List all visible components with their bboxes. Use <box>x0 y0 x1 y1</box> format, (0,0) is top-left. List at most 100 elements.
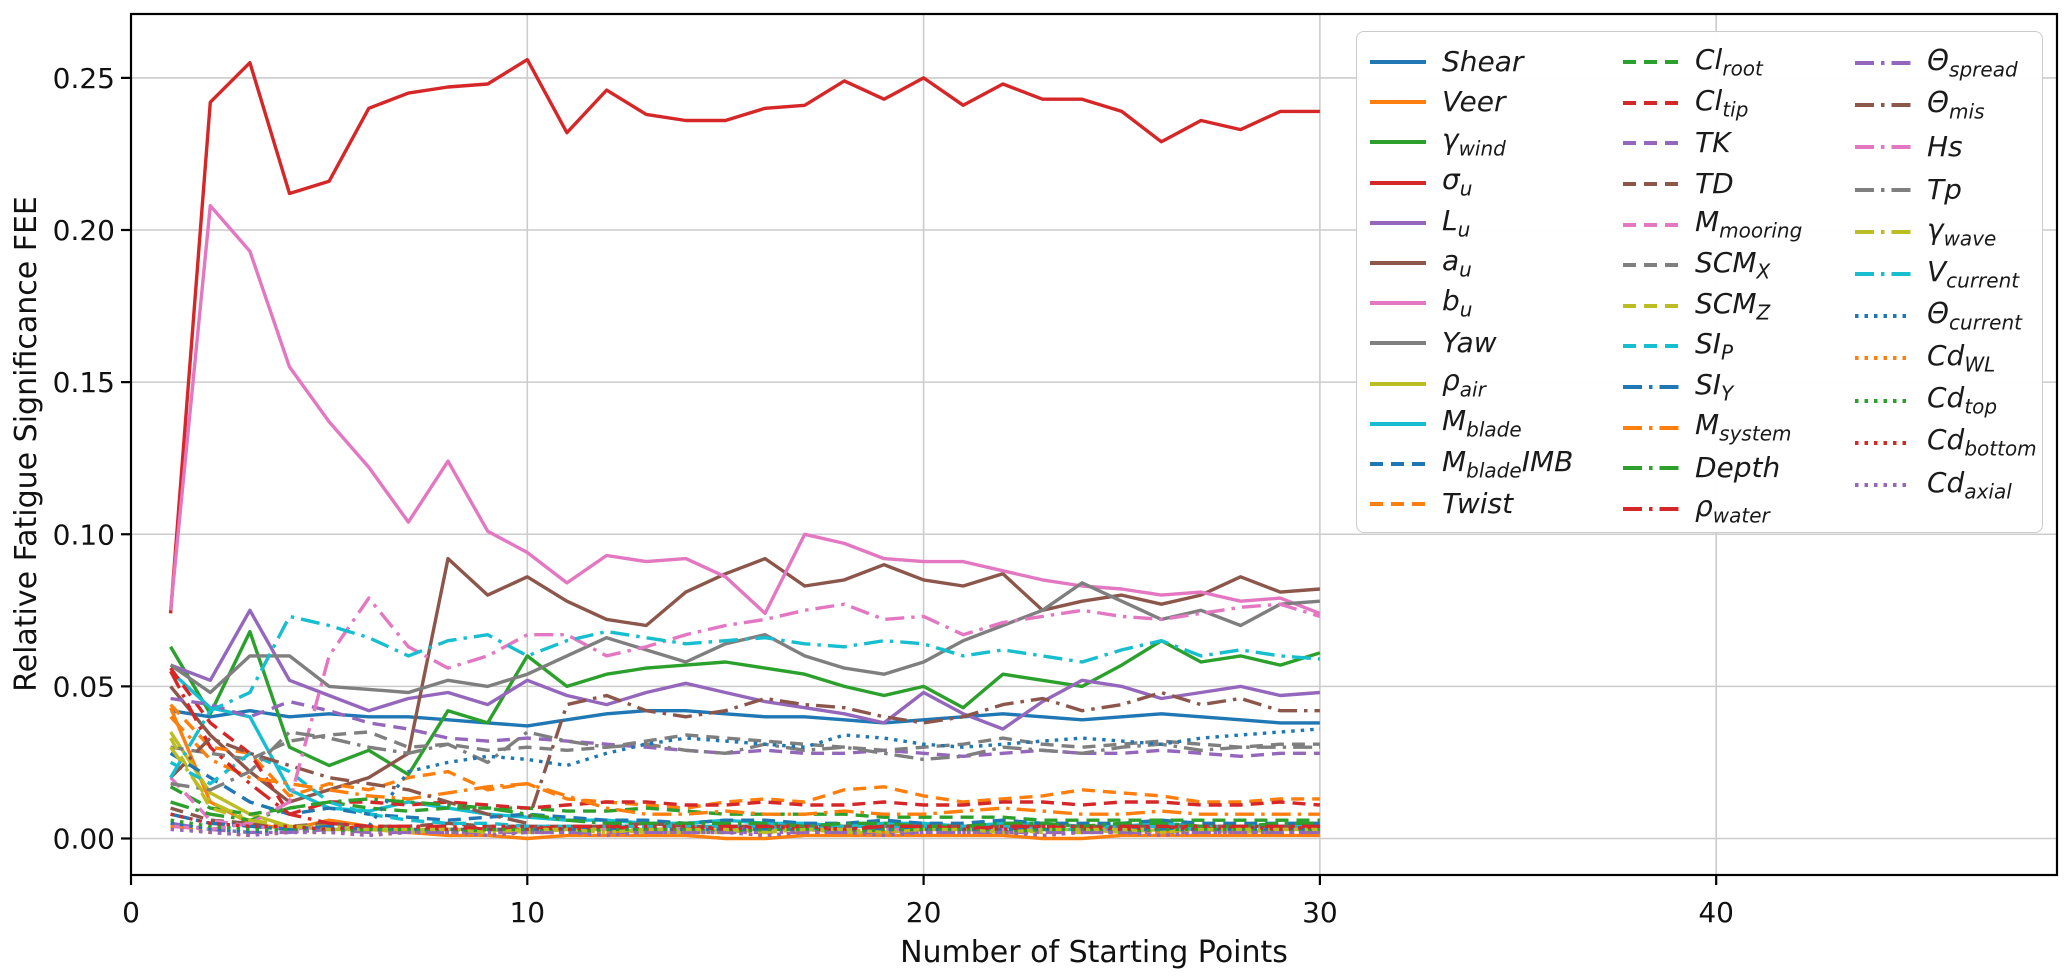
legend-item-shear: Shear <box>1369 42 1622 82</box>
legend-item-v-current: Vcurrent <box>1854 253 2040 295</box>
legend-item-tp: Tp <box>1854 169 2040 211</box>
legend-item-twist: Twist <box>1369 484 1622 524</box>
legend-line-sample-cd-wl <box>1855 356 1911 361</box>
legend-label-tk: TK <box>1695 126 1731 160</box>
legend-item-theta-current: Θcurrent <box>1854 295 2040 337</box>
legend-line-sample-m-blade <box>1370 421 1426 426</box>
series-line-b-u <box>168 203 1321 616</box>
series-line-cd-axial <box>170 827 1320 838</box>
legend-line-sample-cd-top <box>1855 398 1911 403</box>
legend-item-cl-root: Clroot <box>1622 42 1854 83</box>
legend-label-si-p: SIP <box>1695 327 1734 365</box>
legend-line-sample-veer <box>1370 100 1426 105</box>
legend-item-tk: TK <box>1622 123 1854 164</box>
x-tick-label: 40 <box>1698 896 1734 929</box>
legend-item-a-u: au <box>1369 243 1622 283</box>
legend-item-cl-tip: Cltip <box>1622 83 1854 124</box>
legend-label-depth: Depth <box>1695 451 1781 485</box>
legend-line-sample-theta-spread <box>1855 61 1911 66</box>
series-line-v-current <box>169 614 1321 779</box>
legend-column-3: Θspread Θmis Hs Tp γwave Vcurrent Θcurrent CdWL… <box>1854 42 2040 532</box>
legend-label-si-y: SIY <box>1695 367 1734 406</box>
series-line-hs <box>170 596 1321 832</box>
legend-item-m-blade-imb: MbladeIMB <box>1369 444 1622 484</box>
legend-line-sample-rho-air <box>1370 381 1426 386</box>
legend-label-theta-spread: Θspread <box>1927 43 2018 82</box>
legend-item-m-mooring: Mmooring <box>1622 204 1854 245</box>
series-line-rho-air <box>169 731 1320 835</box>
y-tick-label: 0.25 <box>53 62 115 95</box>
legend-label-cd-axial: Cdaxial <box>1927 465 2012 504</box>
series-line-a-u <box>169 556 1321 804</box>
legend-label-b-u: bu <box>1442 283 1473 322</box>
legend-label-td: TD <box>1695 167 1734 201</box>
legend-item-cd-wl: CdWL <box>1854 337 2040 379</box>
x-tick-label: 0 <box>122 896 140 929</box>
legend-line-sample-a-u <box>1370 261 1426 266</box>
legend-label-gamma-wave: γwave <box>1927 212 1997 251</box>
legend-label-yaw: Yaw <box>1442 326 1497 360</box>
series-line-scm-x <box>170 730 1320 762</box>
series-line-theta-mis <box>169 690 1320 825</box>
series-line-twist <box>169 703 1320 810</box>
legend-item-sigma-u: σu <box>1369 163 1622 203</box>
legend-item-yaw: Yaw <box>1369 323 1622 363</box>
legend-item-m-blade: Mblade <box>1369 404 1622 444</box>
legend-line-sample-theta-current <box>1855 314 1911 319</box>
legend-line-sample-si-y <box>1623 385 1679 390</box>
x-tick-label: 10 <box>509 896 545 929</box>
legend-line-sample-cd-bottom <box>1855 440 1911 445</box>
series-line-cl-tip <box>169 667 1321 816</box>
legend-line-sample-tk <box>1623 141 1679 146</box>
legend-label-cl-root: Clroot <box>1695 43 1763 81</box>
series-line-tk <box>170 696 1320 758</box>
legend-item-b-u: bu <box>1369 283 1622 323</box>
x-tick-label: 30 <box>1302 896 1338 929</box>
legend-label-m-mooring: Mmooring <box>1695 205 1803 243</box>
legend-line-sample-gamma-wind <box>1370 140 1426 145</box>
legend-label-cl-tip: Cltip <box>1695 83 1749 122</box>
legend-item-gamma-wave: γwave <box>1854 211 2040 253</box>
y-tick-label: 0.15 <box>53 366 115 399</box>
series-line-sigma-u <box>168 57 1320 614</box>
legend-item-cd-axial: Cdaxial <box>1854 464 2040 506</box>
legend-label-m-blade-imb: MbladeIMB <box>1442 444 1574 483</box>
legend-label-cd-wl: CdWL <box>1927 339 1996 377</box>
legend-item-l-u: Lu <box>1369 203 1622 243</box>
legend-line-sample-scm-x <box>1623 263 1679 268</box>
legend-line-sample-si-p <box>1623 344 1679 349</box>
legend-line-sample-yaw <box>1370 341 1426 346</box>
legend-line-sample-theta-mis <box>1855 103 1911 108</box>
legend-line-sample-cd-axial <box>1855 482 1911 487</box>
legend-item-td: TD <box>1622 164 1854 205</box>
series-line-cd-bottom <box>170 812 1321 832</box>
legend-label-theta-mis: Θmis <box>1927 85 1985 124</box>
legend-item-theta-mis: Θmis <box>1854 84 2040 126</box>
legend-label-tp: Tp <box>1927 172 1962 206</box>
legend-item-si-p: SIP <box>1622 326 1854 367</box>
plot-border <box>129 12 2059 877</box>
series-line-tp <box>170 730 1320 792</box>
legend-line-sample-rho-water <box>1623 506 1679 511</box>
legend-line-sample-hs <box>1855 145 1911 150</box>
legend-label-hs: Hs <box>1927 130 1963 164</box>
series-line-l-u <box>169 608 1321 731</box>
legend-label-scm-x: SCMX <box>1695 245 1771 284</box>
legend-item-rho-air: ρair <box>1369 364 1622 404</box>
legend-label-veer: Veer <box>1442 85 1506 119</box>
legend-item-m-system: Msystem <box>1622 407 1854 448</box>
legend-label-shear: Shear <box>1442 45 1524 79</box>
legend-line-sample-l-u <box>1370 220 1426 225</box>
legend-item-scm-z: SCMZ <box>1622 286 1854 327</box>
legend-label-rho-water: ρwater <box>1695 489 1770 528</box>
legend-line-sample-td <box>1623 182 1679 187</box>
legend-item-gamma-wind: γwind <box>1369 122 1622 162</box>
y-axis-label: Relative Fatigue Significance FEE <box>9 196 44 692</box>
legend-line-sample-cl-root <box>1623 60 1679 65</box>
legend-item-hs: Hs <box>1854 126 2040 168</box>
legend-label-theta-current: Θcurrent <box>1927 296 2022 335</box>
y-tick-label: 0.10 <box>53 518 115 551</box>
legend-item-theta-spread: Θspread <box>1854 42 2040 84</box>
legend-label-l-u: Lu <box>1442 203 1471 242</box>
